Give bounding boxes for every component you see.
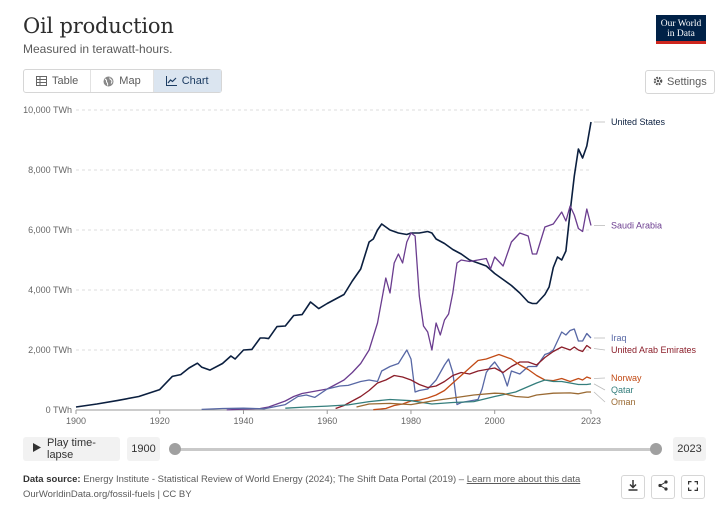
series-label[interactable]: Saudi Arabia bbox=[611, 221, 662, 231]
play-icon bbox=[33, 443, 41, 455]
url-line: OurWorldinData.org/fossil-fuels | CC BY bbox=[23, 489, 192, 500]
tab-table[interactable]: Table bbox=[24, 70, 92, 92]
series-label[interactable]: Oman bbox=[611, 397, 636, 407]
globe-icon bbox=[103, 76, 114, 87]
series-labels: United States Saudi Arabia Iraq United Arab… bbox=[593, 117, 697, 407]
series-line-iraq[interactable] bbox=[201, 328, 592, 411]
x-tick-label: 1940 bbox=[233, 416, 253, 426]
learn-more-link[interactable]: Learn more about this data bbox=[466, 474, 581, 485]
download-icon bbox=[628, 478, 638, 496]
label-connector bbox=[593, 391, 606, 403]
view-tabs: Table Map Chart bbox=[23, 69, 222, 93]
end-year-box[interactable]: 2023 bbox=[673, 437, 706, 461]
x-tick-label: 1900 bbox=[66, 416, 86, 426]
tab-map[interactable]: Map bbox=[91, 70, 154, 92]
tab-chart[interactable]: Chart bbox=[153, 70, 221, 92]
series-label[interactable]: Qatar bbox=[611, 385, 634, 395]
source-label: Data source: bbox=[23, 474, 81, 485]
end-year-handle[interactable] bbox=[650, 443, 662, 455]
table-icon bbox=[36, 76, 47, 86]
start-year-handle[interactable] bbox=[169, 443, 181, 455]
play-button[interactable]: Play time-lapse bbox=[23, 437, 120, 461]
series-line-united-arab-emirates[interactable] bbox=[335, 344, 592, 410]
start-year-box[interactable]: 1900 bbox=[127, 437, 160, 461]
source-text: Energy Institute - Statistical Review of… bbox=[83, 474, 467, 485]
series-label[interactable]: Norway bbox=[611, 373, 642, 383]
x-tick-label: 1920 bbox=[150, 416, 170, 426]
x-tick-label: 2000 bbox=[485, 416, 505, 426]
source-note: Data source: Energy Institute - Statisti… bbox=[23, 472, 623, 502]
logo-accent-bar bbox=[656, 41, 706, 44]
play-label: Play time-lapse bbox=[47, 437, 96, 461]
gear-icon bbox=[653, 76, 663, 89]
x-axis-ticks: 1900 1920 1940 1960 1980 2000 2023 bbox=[66, 410, 601, 426]
series-label[interactable]: United States bbox=[611, 117, 666, 127]
y-tick-label: 2,000 TWh bbox=[28, 345, 72, 355]
series-line-qatar[interactable] bbox=[285, 379, 592, 409]
chart-title: Oil production bbox=[23, 14, 174, 38]
line-chart-icon bbox=[165, 76, 177, 86]
fullscreen-icon bbox=[687, 478, 699, 496]
share-icon bbox=[658, 478, 668, 496]
tab-map-label: Map bbox=[119, 75, 141, 87]
series-line-saudi-arabia[interactable] bbox=[226, 205, 592, 411]
fullscreen-button[interactable] bbox=[681, 475, 705, 499]
line-chart: 0 TWh 2,000 TWh 4,000 TWh 6,000 TWh 8,000 TW… bbox=[23, 105, 697, 426]
x-tick-label: 2023 bbox=[581, 416, 601, 426]
chart-grid bbox=[76, 109, 591, 411]
chart-series bbox=[75, 121, 592, 411]
series-line-norway[interactable] bbox=[373, 353, 592, 411]
logo-line2: in Data bbox=[667, 29, 695, 39]
x-tick-label: 1980 bbox=[401, 416, 421, 426]
chart-subtitle: Measured in terawatt-hours. bbox=[23, 42, 173, 56]
owid-logo[interactable]: Our World in Data bbox=[656, 15, 706, 44]
series-line-united-states[interactable] bbox=[75, 121, 592, 408]
timeline-controls: Play time-lapse 1900 2023 bbox=[23, 437, 706, 461]
timeline-track[interactable] bbox=[175, 448, 655, 451]
tab-chart-label: Chart bbox=[181, 75, 209, 87]
series-label[interactable]: Iraq bbox=[611, 333, 627, 343]
tab-table-label: Table bbox=[52, 75, 79, 87]
x-tick-label: 1960 bbox=[317, 416, 337, 426]
label-connector bbox=[593, 348, 606, 351]
label-connector bbox=[593, 377, 606, 379]
share-button[interactable] bbox=[651, 475, 675, 499]
download-button[interactable] bbox=[621, 475, 645, 499]
y-tick-label: 8,000 TWh bbox=[28, 165, 72, 175]
settings-label: Settings bbox=[667, 76, 707, 88]
y-tick-label: 4,000 TWh bbox=[28, 285, 72, 295]
series-label[interactable]: United Arab Emirates bbox=[611, 345, 697, 355]
label-connector bbox=[593, 383, 606, 391]
y-tick-label: 0 TWh bbox=[46, 405, 72, 415]
y-axis-ticks: 0 TWh 2,000 TWh 4,000 TWh 6,000 TWh 8,000 TW… bbox=[23, 105, 72, 415]
y-tick-label: 6,000 TWh bbox=[28, 225, 72, 235]
settings-button[interactable]: Settings bbox=[645, 70, 715, 94]
logo-line1: Our World bbox=[660, 19, 702, 29]
y-tick-label: 10,000 TWh bbox=[23, 105, 72, 115]
series-line-oman[interactable] bbox=[356, 391, 592, 408]
